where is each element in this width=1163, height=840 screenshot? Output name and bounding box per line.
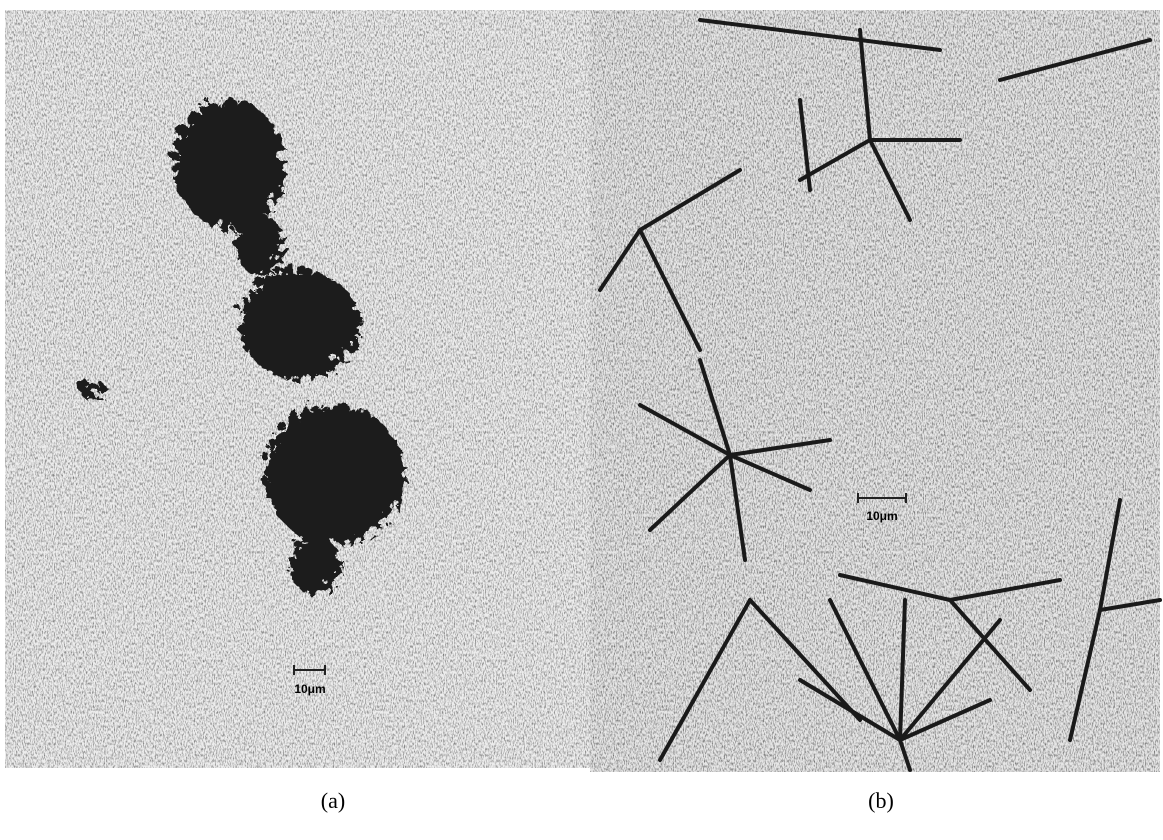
scale-label: 10μm [294, 682, 325, 696]
panel-b: 10μm [590, 10, 1162, 772]
grain [5, 10, 590, 768]
aggregate [73, 95, 400, 590]
scale-label: 10μm [866, 509, 897, 523]
grain [590, 10, 1160, 772]
scale-bar [857, 493, 907, 503]
scale-bar [293, 665, 326, 675]
panel-a: 10μm [5, 10, 590, 768]
panel-label: (b) [868, 788, 894, 813]
needles [598, 18, 1162, 772]
panel-label: (a) [321, 788, 345, 813]
